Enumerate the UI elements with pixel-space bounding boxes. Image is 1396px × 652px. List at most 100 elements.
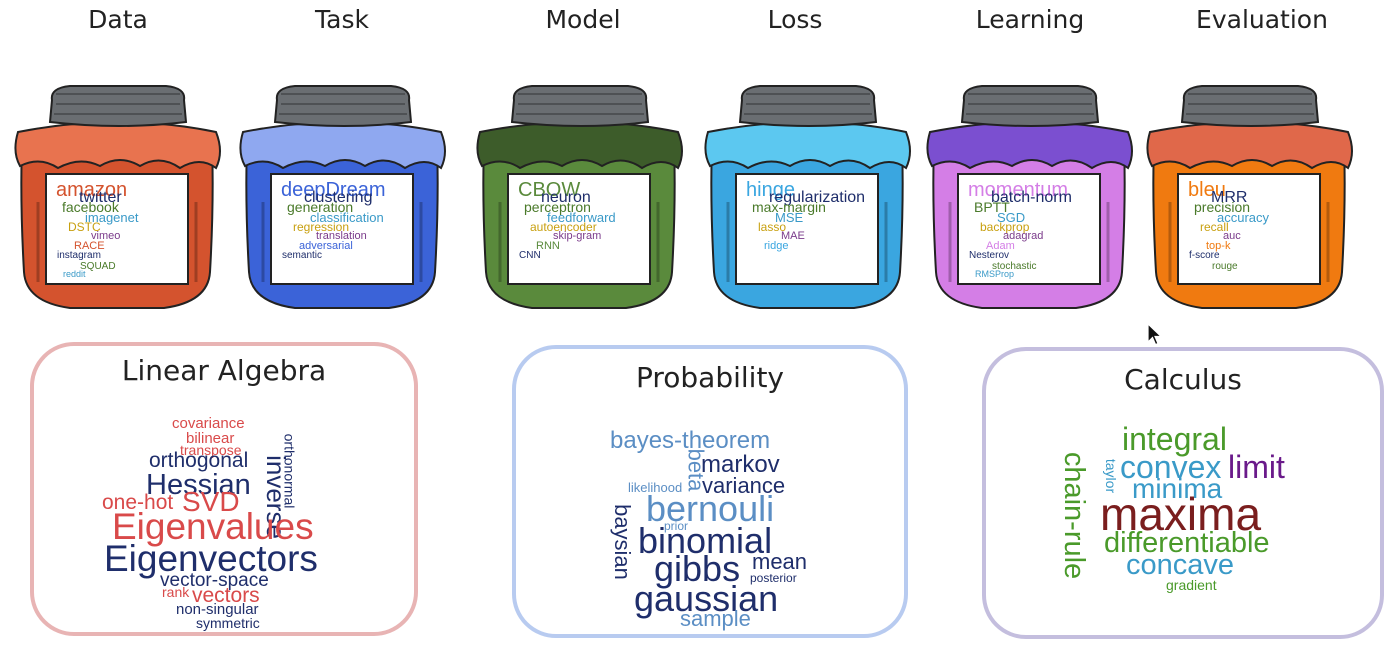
jar-word-stochastic: stochastic [992,260,1037,272]
jar-word-autoencoder: autoencoder [530,219,597,234]
jar-word-recall: recall [1200,219,1229,234]
word-eigenvalues: Eigenvalues [112,506,314,547]
word-sample: sample [680,606,751,631]
jar-word-translation: translation [316,230,367,242]
word-variance: variance [702,473,786,498]
jar-title-task: Task [315,5,369,34]
word-concave: concave [1126,549,1235,581]
word-hessian: Hessian [146,469,251,501]
jar-word-accuracy: accuracy [1217,209,1270,225]
jar-word-adagrad: adagrad [1003,230,1044,242]
word-transpose: transpose [180,442,242,458]
word-mean: mean [752,549,808,574]
word-prior: prior [664,519,689,533]
word-binomial: binomial [638,520,773,561]
word-likelihood: likelihood [628,480,683,495]
jar-word-bleu: bleu [1188,179,1226,201]
probability-panel: Probability bayes-theorem beta markov li… [512,345,908,638]
jar-word-cbow: CBOW [518,179,581,201]
jar-title-learning: Learning [975,5,1085,34]
probability-title: Probability [635,361,784,394]
word-markov: markov [701,451,780,478]
jar-word-hinge: hinge [746,179,795,201]
word-bayes-theorem: bayes-theorem [610,427,771,454]
jar-title-loss: Loss [767,5,823,34]
jar-word-classification: classification [310,209,384,225]
jar-title-evaluation: Evaluation [1196,5,1328,34]
word-vector-space: vector-space [160,570,269,591]
word-maxima: maxima [1100,488,1262,540]
word-svd: SVD [182,486,240,517]
jar-word-batch-norm: batch-norm [991,189,1072,207]
jar-word-precision: precision [1194,199,1251,216]
word-non-singular: non-singular [176,601,259,618]
jar-word-race: RACE [74,240,105,253]
jar-word-perceptron: perceptron [524,199,591,216]
linear-algebra-panel: Linear Algebra covariance bilinear trans… [30,342,418,636]
word-integral: integral [1122,421,1227,457]
jar-word-generation: generation [287,199,354,216]
jar-word-mae: MAE [781,230,805,242]
jar-word-top-k: top-k [1206,240,1231,253]
word-minima: minima [1132,473,1223,504]
jar-word-neuron: neuron [541,189,591,207]
jar-word-regression: regression [293,219,350,234]
jar-word-f-score: f-score [1189,250,1220,262]
linear-algebra-title: Linear Algebra [121,354,327,387]
jar-word-bptt: BPTT [974,199,1010,216]
jar-word-adam: Adam [986,240,1015,253]
word-one-hot: one-hot [102,491,174,514]
word-chain-rule: chain-rule [1058,451,1091,580]
jar-model: CBOW neuron perceptron feedforward autoencod… [472,82,686,312]
word-eigenvectors: Eigenvectors [104,538,318,579]
jar-title-data: Data [88,5,148,34]
jar-word-cnn: CNN [519,250,541,262]
jar-word-twitter: twitter [79,189,122,207]
jar-word-ridge: ridge [764,240,789,253]
jar-evaluation: bleu MRR precision accuracy recall auc top-k f-… [1142,82,1356,312]
jar-word-backprop: backprop [980,219,1030,234]
jar-word-mse: MSE [775,209,804,225]
jar-word-momentum: momentum [968,179,1069,201]
word-rank: rank [162,584,190,600]
word-posterior: posterior [750,571,797,585]
jar-word-regularization: regularization [769,189,866,207]
jar-word-auc: auc [1223,230,1241,242]
jar-word-imagenet: imagenet [85,209,139,225]
jar-word-lasso: lasso [758,219,787,234]
jar-word-clustering: clustering [304,189,373,207]
word-orthogonal: orthogonal [149,449,249,472]
jar-task: deepDream clustering generation classificat… [235,82,449,312]
mouse-cursor-icon [1147,322,1163,346]
jar-word-adversarial: adversarial [299,240,353,253]
calculus-title: Calculus [1124,363,1242,396]
jar-loss: hinge regularization max-margin MSE lasso MAE… [700,82,914,312]
word-bilinear: bilinear [186,430,235,447]
jar-word-max-margin: max-margin [752,199,826,216]
jar-word-reddit: reddit [63,269,86,279]
word-orthonormal: orthonormal [281,433,298,509]
jar-learning: momentum batch-norm BPTT SGD backprop adagrad… [922,82,1136,312]
word-limit: limit [1228,449,1285,485]
jar-word-rmsprop: RMSProp [975,269,1015,279]
word-vectors: vectors [192,584,260,607]
jar-word-facebook: facebook [62,199,119,216]
jar-title-model: Model [545,5,621,34]
jar-word-deepdream: deepDream [281,179,386,201]
word-baysian: baysian [609,504,635,580]
jar-word-sgd: SGD [997,209,1026,225]
jar-word-feedforward: feedforward [547,209,616,225]
jar-word-vimeo: vimeo [91,230,121,242]
word-gibbs: gibbs [654,548,741,589]
jar-word-instagram: instagram [57,250,101,262]
word-convex: convex [1120,449,1222,485]
jar-word-nesterov: Nesterov [969,250,1010,262]
jar-word-skip-gram: skip-gram [553,230,602,242]
jar-word-squad: SQUAD [80,260,116,272]
jar-word-rouge: rouge [1212,260,1238,272]
calculus-panel: Calculus chain-rule integral convex limi… [982,347,1384,639]
jar-word-mrr: MRR [1211,189,1248,207]
word-bernouli: bernouli [646,488,775,529]
jar-word-dstc: DSTC [68,219,101,234]
word-covariance: covariance [172,415,245,432]
